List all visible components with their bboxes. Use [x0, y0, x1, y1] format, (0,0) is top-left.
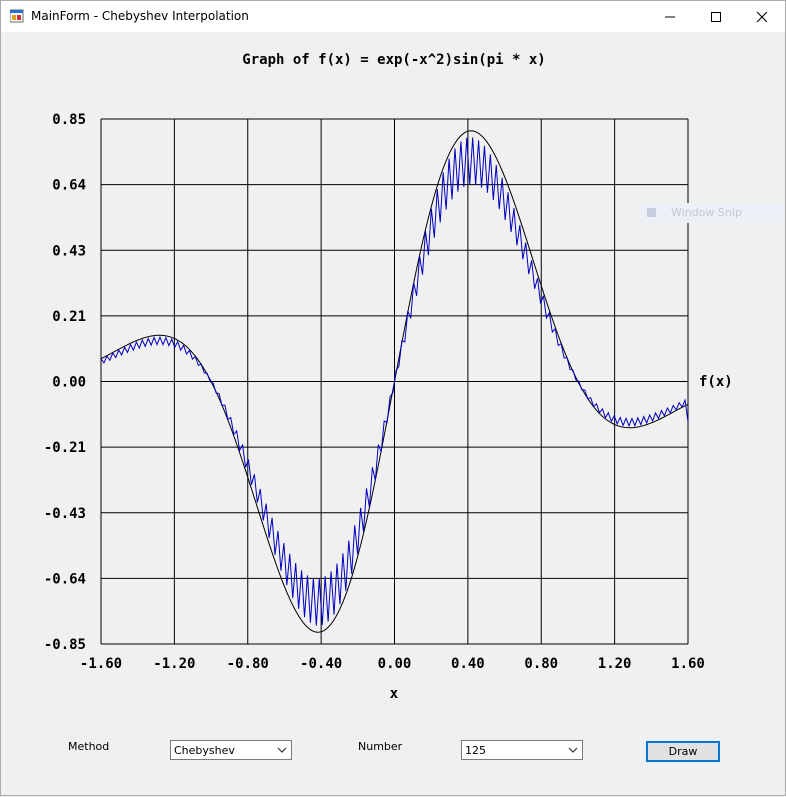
x-tick-label: -0.40 [300, 656, 342, 672]
app-icon [10, 9, 24, 23]
x-axis-label: x [390, 686, 399, 702]
number-label: Number [358, 740, 403, 753]
y-tick-label: 0.64 [52, 178, 86, 194]
chart-title: Graph of f(x) = exp(-x^2)sin(pi * x) [242, 52, 546, 68]
x-tick-label: 1.60 [671, 656, 705, 672]
y-tick-label: -0.21 [44, 440, 86, 456]
x-tick-label: -0.80 [227, 656, 269, 672]
chevron-down-icon [568, 747, 578, 753]
close-button[interactable] [739, 1, 785, 32]
x-tick-labels: -1.60 -1.20 -0.80 -0.40 0.00 0.40 0.80 1.20 1.60 [80, 656, 705, 672]
minimize-button[interactable] [647, 1, 693, 32]
window-title: MainForm - Chebyshev Interpolation [31, 9, 249, 23]
maximize-icon [711, 11, 721, 22]
y-tick-label: -0.85 [44, 637, 86, 653]
chart-series [100, 130, 689, 633]
number-select[interactable]: 125 [461, 740, 583, 760]
draw-button[interactable]: Draw [646, 741, 720, 762]
window-snip-overlay[interactable]: Window Snip [639, 203, 785, 223]
y-tick-label: 0.21 [52, 309, 86, 325]
y-tick-label: -0.64 [44, 571, 86, 587]
y-tick-label: 0.85 [52, 112, 86, 128]
y-axis-label: f(x) [699, 374, 733, 390]
y-tick-label: 0.43 [52, 243, 86, 259]
x-tick-label: 1.20 [598, 656, 632, 672]
y-tick-label: -0.43 [44, 506, 86, 522]
maximize-button[interactable] [693, 1, 739, 32]
number-value: 125 [465, 744, 486, 757]
x-tick-label: -1.20 [153, 656, 195, 672]
minimize-icon [665, 16, 675, 17]
title-bar[interactable]: MainForm - Chebyshev Interpolation [1, 1, 785, 32]
method-value: Chebyshev [174, 744, 235, 757]
x-tick-label: 0.80 [524, 656, 558, 672]
snip-label: Window Snip [671, 206, 742, 219]
y-tick-labels: 0.85 0.64 0.43 0.21 0.00 -0.21 -0.43 -0.64 -0.85 [44, 112, 86, 653]
series-line-interpolated [100, 137, 689, 626]
chart-grid [100, 118, 689, 645]
method-label: Method [68, 740, 110, 753]
x-tick-label: 0.00 [378, 656, 412, 672]
close-icon [756, 11, 768, 22]
y-tick-label: 0.00 [52, 375, 86, 391]
method-select[interactable]: Chebyshev [170, 740, 292, 760]
x-tick-label: -1.60 [80, 656, 122, 672]
snip-icon [647, 208, 656, 217]
x-tick-label: 0.40 [451, 656, 485, 672]
chevron-down-icon [277, 747, 287, 753]
